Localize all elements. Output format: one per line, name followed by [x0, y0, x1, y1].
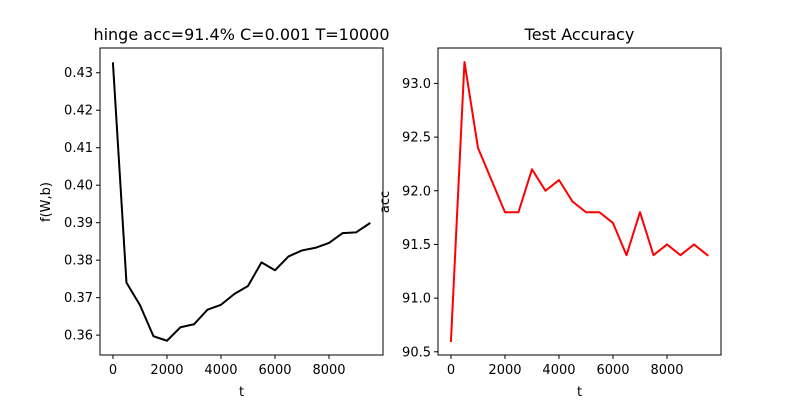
- loss-subplot: hinge acc=91.4% C=0.001 T=10000 t f(W,b)…: [39, 25, 390, 400]
- loss-plot-frame: [99, 47, 384, 356]
- accuracy-x-tick-label: 6000: [596, 363, 629, 378]
- accuracy-marks: [449, 60, 709, 343]
- loss-x-tick-label: 0: [109, 363, 117, 378]
- accuracy-y-axis-label: acc: [378, 191, 393, 213]
- loss-y-tick-label: 0.36: [64, 329, 93, 344]
- loss-y-tick-label: 0.43: [64, 66, 93, 81]
- loss-y-tick-label: 0.42: [64, 104, 93, 119]
- accuracy-y-tick-label: 93.0: [402, 77, 431, 92]
- accuracy-y-tick-label: 92.0: [402, 184, 431, 199]
- loss-ticks: 0 2000 4000 6000 8000 0.36 0.37 0.38 0.39 0.40 0.4…: [64, 66, 345, 378]
- loss-y-tick-label: 0.40: [64, 179, 93, 194]
- loss-y-axis-label: f(W,b): [39, 182, 54, 222]
- loss-x-tick-label: 4000: [204, 363, 237, 378]
- accuracy-plot-frame: [437, 47, 722, 356]
- loss-x-axis-label: t: [239, 385, 244, 400]
- accuracy-chart-title: Test Accuracy: [524, 25, 635, 44]
- accuracy-y-tick-label: 90.5: [402, 345, 431, 360]
- accuracy-y-tick-label: 91.5: [402, 238, 431, 253]
- loss-y-tick-label: 0.38: [64, 254, 93, 269]
- accuracy-x-tick-label: 8000: [650, 363, 683, 378]
- accuracy-series-line: [449, 60, 709, 343]
- loss-y-tick-label: 0.41: [64, 141, 93, 156]
- loss-x-tick-label: 8000: [312, 363, 345, 378]
- loss-marks: [111, 62, 371, 342]
- loss-chart-title: hinge acc=91.4% C=0.001 T=10000: [93, 25, 389, 44]
- loss-x-tick-label: 6000: [258, 363, 291, 378]
- loss-y-tick-label: 0.39: [64, 216, 93, 231]
- accuracy-y-tick-label: 92.5: [402, 131, 431, 146]
- accuracy-x-axis-label: t: [577, 385, 582, 400]
- accuracy-x-tick-label: 0: [447, 363, 455, 378]
- accuracy-subplot: Test Accuracy t acc 0 2000 4000 6000 8000 90.…: [378, 25, 722, 400]
- accuracy-y-tick-label: 91.0: [402, 292, 431, 307]
- accuracy-ticks: 0 2000 4000 6000 8000 90.5 91.0 91.5 92.0 92.5 93.…: [402, 77, 683, 378]
- loss-y-tick-label: 0.37: [64, 291, 93, 306]
- accuracy-x-tick-label: 4000: [542, 363, 575, 378]
- accuracy-x-tick-label: 2000: [488, 363, 521, 378]
- loss-series-line: [111, 62, 371, 342]
- loss-x-tick-label: 2000: [150, 363, 183, 378]
